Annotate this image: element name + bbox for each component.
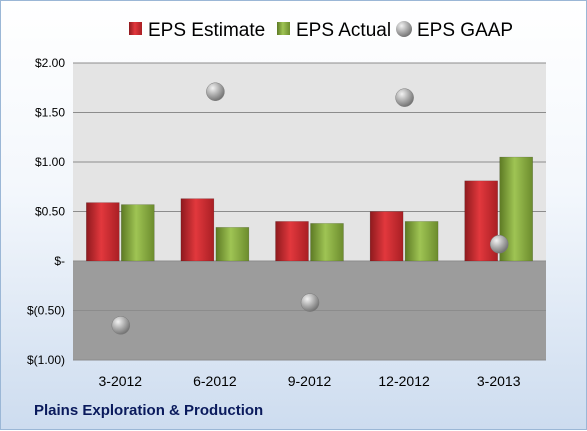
legend: EPS Estimate EPS Actual EPS GAAP: [129, 20, 513, 41]
bar-eps-estimate: [275, 221, 309, 262]
bar-eps-estimate: [86, 202, 120, 262]
x-category-label: 3-2012: [99, 373, 143, 389]
marker-eps-gaap: [111, 316, 131, 335]
bar-eps-estimate: [369, 211, 404, 262]
legend-swatch-estimate: [129, 22, 142, 35]
bar-eps-actual: [121, 204, 155, 262]
y-tick-label: $2.00: [35, 56, 65, 70]
legend-label-gaap: EPS GAAP: [417, 20, 513, 41]
marker-eps-gaap: [395, 88, 414, 107]
bar-eps-estimate: [180, 198, 215, 262]
legend-label-estimate: EPS Estimate: [148, 20, 265, 41]
y-tick-label: $(0.50): [27, 304, 65, 318]
y-tick-label: $(1.00): [27, 353, 65, 367]
y-tick-label: $1.00: [35, 155, 65, 169]
company-name: Plains Exploration & Production: [34, 402, 264, 419]
bar-eps-actual: [404, 221, 439, 262]
marker-eps-gaap: [300, 293, 320, 312]
marker-eps-gaap: [489, 234, 509, 254]
bar-eps-actual: [310, 223, 344, 262]
x-category-label: 9-2012: [288, 373, 332, 389]
x-category-label: 6-2012: [193, 373, 237, 389]
y-tick-label: $-: [54, 254, 65, 268]
legend-marker-gaap: [396, 21, 412, 37]
marker-eps-gaap: [206, 82, 225, 101]
x-category-label: 12-2012: [378, 373, 430, 389]
y-tick-label: $1.50: [35, 106, 65, 120]
legend-swatch-actual: [277, 22, 290, 35]
y-tick-label: $0.50: [35, 205, 65, 219]
bar-eps-actual: [215, 227, 250, 262]
legend-label-actual: EPS Actual: [296, 20, 391, 41]
x-category-label: 3-2013: [477, 373, 521, 389]
